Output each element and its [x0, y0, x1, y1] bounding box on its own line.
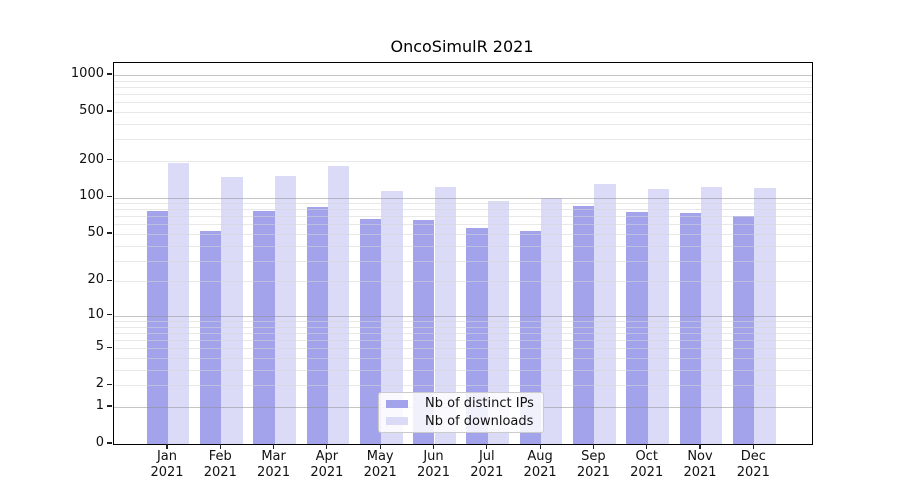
bar-distinct-ips-dec	[732, 215, 755, 444]
x-tick-label: Feb 2021	[203, 449, 237, 480]
bar-distinct-ips-feb	[199, 230, 222, 444]
x-tick-mark	[273, 444, 275, 449]
x-tick-mark	[326, 444, 328, 449]
bar-distinct-ips-nov	[679, 213, 701, 444]
y-tick-label: 2	[95, 376, 104, 392]
bar-distinct-ips-jun	[413, 220, 435, 444]
y-tick-mark	[107, 159, 112, 161]
bar-distinct-ips-jan	[146, 210, 168, 444]
y-tick-mark	[107, 232, 112, 234]
y-tick-label: 10	[87, 306, 104, 322]
bar-downloads-sep	[594, 184, 616, 444]
y-tick-mark	[107, 279, 112, 281]
y-tick-label: 500	[79, 102, 104, 118]
bar-distinct-ips-oct	[626, 211, 648, 444]
legend-item-downloads: Nb of downloads	[379, 414, 543, 429]
x-tick-mark	[699, 444, 701, 449]
y-tick-mark	[107, 314, 112, 316]
legend-label-downloads: Nb of downloads	[425, 413, 534, 429]
bar-downloads-feb	[221, 177, 243, 444]
bar-downloads-dec	[754, 187, 776, 444]
x-tick-mark	[219, 444, 221, 449]
x-tick-mark	[592, 444, 594, 449]
x-tick-label: Sep 2021	[576, 449, 610, 480]
x-tick-label: Jan 2021	[150, 449, 184, 480]
bar-downloads-may	[381, 190, 403, 444]
bars-layer	[114, 63, 812, 444]
y-tick-label: 5	[95, 339, 104, 355]
x-tick-label: Jun 2021	[416, 449, 451, 480]
y-tick-mark	[107, 346, 112, 348]
bar-distinct-ips-aug	[519, 230, 542, 444]
legend: Nb of distinct IPs Nb of downloads	[378, 392, 544, 433]
y-tick-mark	[107, 195, 112, 198]
bar-distinct-ips-mar	[253, 210, 275, 444]
y-tick-mark	[107, 110, 112, 112]
x-tick-label: Jul 2021	[470, 449, 504, 480]
bar-downloads-aug	[541, 198, 563, 444]
x-tick-mark	[646, 444, 648, 449]
x-tick-mark	[379, 444, 381, 449]
x-tick-label: Apr 2021	[310, 449, 344, 480]
y-tick-mark	[107, 73, 112, 75]
x-tick-mark	[486, 444, 488, 449]
x-tick-mark	[166, 444, 168, 449]
y-tick-label: 0	[95, 435, 104, 450]
x-tick-label: Mar 2021	[257, 449, 291, 480]
x-tick-label: Aug 2021	[523, 449, 557, 480]
y-tick-mark	[107, 405, 112, 407]
bar-distinct-ips-sep	[573, 206, 595, 444]
y-tick-label: 50	[87, 224, 104, 240]
x-tick-mark	[432, 444, 435, 449]
bar-downloads-jun	[434, 186, 456, 444]
x-tick-mark	[752, 444, 754, 449]
x-tick-label: Oct 2021	[630, 449, 664, 480]
bar-downloads-jan	[168, 162, 190, 444]
bar-downloads-nov	[701, 186, 723, 444]
y-tick-mark	[107, 383, 112, 385]
bar-downloads-apr	[327, 165, 350, 444]
x-tick-label: Dec 2021	[736, 449, 770, 480]
x-tick-label: Nov 2021	[683, 449, 717, 480]
y-tick-label: 100	[79, 188, 104, 204]
y-tick-mark	[107, 442, 112, 444]
x-tick-label: May 2021	[363, 449, 397, 480]
legend-swatch-distinct-ips	[386, 399, 408, 408]
plot-area	[113, 62, 813, 445]
y-tick-label: 1000	[70, 65, 104, 81]
chart-title: OncoSimulR 2021	[390, 37, 534, 56]
y-tick-label: 200	[79, 151, 104, 167]
legend-swatch-downloads	[386, 417, 408, 426]
bar-distinct-ips-apr	[306, 206, 328, 444]
bar-downloads-oct	[647, 189, 670, 444]
legend-item-distinct-ips: Nb of distinct IPs	[379, 396, 543, 411]
x-tick-mark	[539, 444, 541, 449]
legend-label-distinct-ips: Nb of distinct IPs	[425, 396, 534, 412]
bar-downloads-mar	[274, 175, 296, 444]
bar-distinct-ips-may	[359, 218, 382, 444]
y-tick-label: 20	[87, 272, 104, 288]
y-tick-label: 1	[95, 397, 104, 413]
